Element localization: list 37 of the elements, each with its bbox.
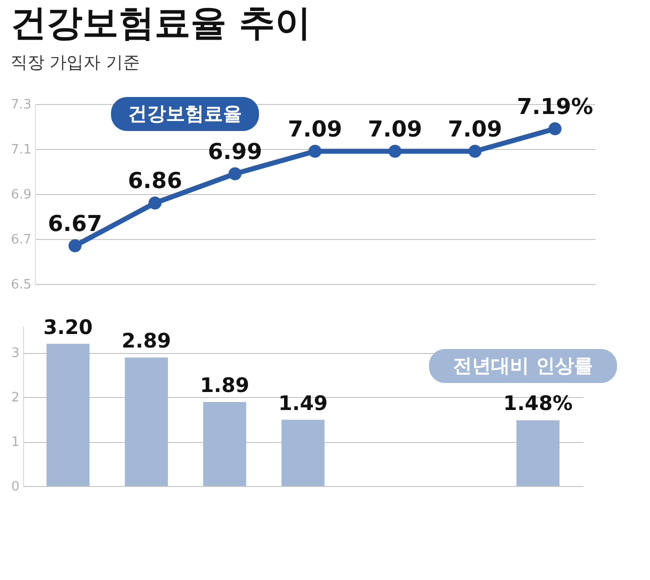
data-label: 7.09 [288, 117, 342, 142]
bar [46, 344, 90, 486]
point [308, 144, 322, 158]
y-tick-label: 1 [11, 435, 20, 450]
data-label: 1.89 [200, 373, 250, 397]
data-label: 7.09 [448, 117, 502, 142]
y-tick-label: 2 [11, 390, 20, 406]
data-label: 7.19% [516, 94, 594, 120]
data-label: 1.49 [278, 390, 328, 415]
point [388, 144, 402, 158]
point [68, 239, 82, 252]
y-tick-label: 0 [11, 480, 20, 494]
chart-title: 건강보험료율 추이 [10, 2, 311, 44]
data-label: 1.48% [503, 391, 573, 416]
y-tick-label: 7.3 [10, 98, 32, 112]
text: 건강보험료율 [128, 103, 242, 125]
y-tick-label: 6.5 [10, 278, 32, 292]
data-label: 6.86 [128, 169, 182, 194]
bar [124, 358, 168, 486]
y-tick-label: 3 [11, 346, 20, 362]
data-label: 7.09 [368, 117, 422, 142]
point [228, 167, 242, 180]
y-tick-label: 7.1 [10, 142, 32, 158]
text: 전년대비 인상률 [453, 355, 593, 377]
data-label: 6.99 [208, 140, 262, 165]
data-label: 3.20 [43, 314, 93, 339]
data-label: 2.89 [122, 328, 172, 353]
point [548, 122, 562, 136]
bar [281, 420, 325, 486]
y-tick-label: 6.7 [10, 232, 32, 248]
bar [516, 420, 560, 486]
point [468, 144, 482, 158]
chart-subtitle: 직장 가입자 기준 [10, 52, 140, 73]
point [148, 196, 162, 210]
y-tick-label: 6.9 [10, 188, 32, 202]
data-label: 6.67 [48, 212, 102, 237]
bar [203, 402, 246, 486]
